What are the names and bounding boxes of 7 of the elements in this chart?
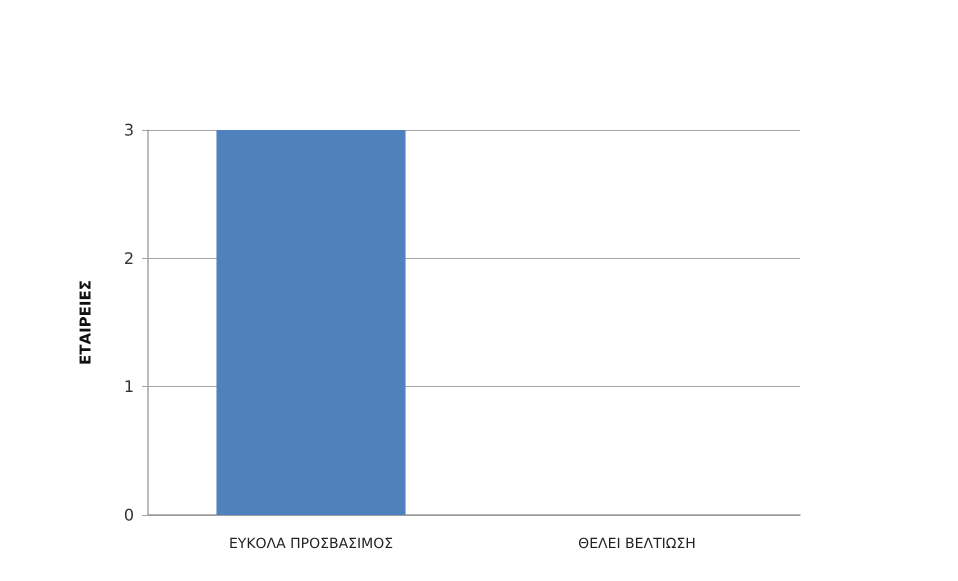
y-tick-label: 1 [124,377,134,396]
y-axis-title: ΕΤΑΙΡΕΙΕΣ [76,280,94,365]
x-tick-label: ΘΕΛΕΙ ΒΕΛΤΙΩΣΗ [578,536,696,552]
y-tick-label: 3 [124,120,134,140]
y-tick-label: 2 [124,248,134,268]
x-tick-label: ΕΥΚΟΛΑ ΠΡΟΣΒΑΣΙΜΟΣ [228,536,394,552]
y-tick-label: 0 [124,506,134,524]
